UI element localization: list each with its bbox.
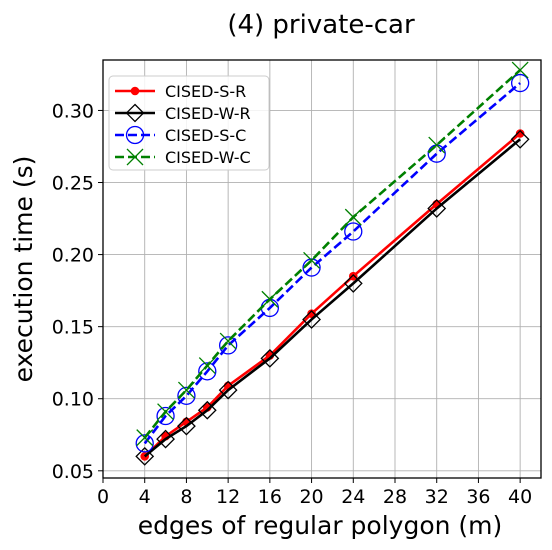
data-point bbox=[344, 222, 363, 241]
legend-label: CISED-W-C bbox=[165, 148, 251, 167]
series-line bbox=[143, 69, 522, 439]
legend-marker bbox=[126, 148, 144, 166]
series-layer bbox=[135, 61, 530, 466]
data-point bbox=[510, 129, 530, 149]
legend-label: CISED-S-C bbox=[165, 126, 246, 145]
series-line bbox=[143, 138, 521, 458]
legend-label: CISED-S-R bbox=[165, 82, 246, 101]
y-tick-label: 0.05 bbox=[52, 461, 94, 483]
legend-item: CISED-S-R bbox=[115, 82, 246, 101]
data-point bbox=[303, 251, 321, 269]
y-tick-label: 0.20 bbox=[52, 245, 94, 267]
data-point bbox=[218, 336, 238, 355]
ticks: 0 4 8 12 16 20 24 28 32 36 40 0.05 0.10 0.15 0.20 0.25 0… bbox=[52, 100, 533, 508]
data-point bbox=[156, 406, 175, 426]
data-point bbox=[135, 446, 155, 466]
y-axis-label: execution time (s) bbox=[9, 156, 38, 383]
series-cised-w-r bbox=[135, 129, 530, 466]
legend-item: CISED-W-C bbox=[115, 148, 251, 167]
x-tick-label: 16 bbox=[258, 486, 282, 508]
legend-label: CISED-W-R bbox=[165, 104, 251, 123]
data-point bbox=[428, 136, 446, 154]
data-point bbox=[302, 258, 321, 277]
data-point bbox=[515, 129, 525, 138]
data-point bbox=[511, 61, 529, 79]
x-tick-label: 36 bbox=[466, 486, 490, 508]
x-tick-label: 8 bbox=[180, 486, 192, 508]
legend-item: CISED-W-R bbox=[115, 103, 251, 123]
data-point bbox=[510, 73, 530, 93]
series-cised-w-c bbox=[136, 61, 529, 447]
data-point bbox=[219, 332, 237, 350]
x-tick-label: 24 bbox=[341, 486, 365, 508]
x-tick-label: 4 bbox=[139, 486, 151, 508]
data-point bbox=[157, 403, 175, 421]
plot-frame bbox=[102, 59, 542, 479]
legend-marker bbox=[130, 86, 140, 96]
y-tick-label: 0.30 bbox=[52, 100, 94, 122]
data-point bbox=[343, 273, 363, 293]
data-point bbox=[177, 381, 195, 399]
data-point bbox=[156, 429, 175, 449]
data-point bbox=[302, 310, 321, 329]
data-point bbox=[136, 429, 154, 447]
data-point bbox=[198, 362, 217, 381]
x-tick-label: 20 bbox=[299, 486, 323, 508]
series-line bbox=[143, 132, 521, 458]
legend: CISED-S-R CISED-W-R CISED-S-C CISED-W-C bbox=[108, 75, 270, 171]
series-line bbox=[143, 82, 521, 445]
data-point bbox=[348, 271, 358, 281]
data-point bbox=[177, 416, 196, 436]
y-tick-label: 0.25 bbox=[52, 173, 94, 195]
y-tick-label: 0.10 bbox=[52, 389, 94, 411]
x-axis-label: edges of regular polygon (m) bbox=[138, 511, 503, 540]
data-point bbox=[344, 208, 362, 226]
legend-box bbox=[108, 75, 270, 171]
data-point bbox=[177, 386, 196, 405]
chart-title: (4) private-car bbox=[227, 10, 415, 40]
data-point bbox=[307, 309, 316, 318]
legend-marker bbox=[125, 103, 145, 123]
data-point bbox=[427, 199, 447, 218]
x-tick-label: 28 bbox=[383, 486, 407, 508]
x-tick-label: 40 bbox=[508, 486, 532, 508]
series-cised-s-c bbox=[135, 73, 530, 453]
x-tick-label: 12 bbox=[216, 486, 240, 508]
legend-item: CISED-S-C bbox=[115, 125, 246, 145]
data-point bbox=[261, 290, 279, 308]
data-point bbox=[135, 434, 154, 453]
data-point bbox=[198, 357, 216, 375]
x-tick-label: 0 bbox=[97, 486, 109, 508]
data-point bbox=[260, 348, 280, 368]
data-point bbox=[197, 400, 217, 420]
x-tick-label: 32 bbox=[425, 486, 449, 508]
y-tick-label: 0.15 bbox=[52, 317, 94, 339]
legend-marker bbox=[125, 125, 145, 145]
data-point bbox=[218, 380, 238, 400]
